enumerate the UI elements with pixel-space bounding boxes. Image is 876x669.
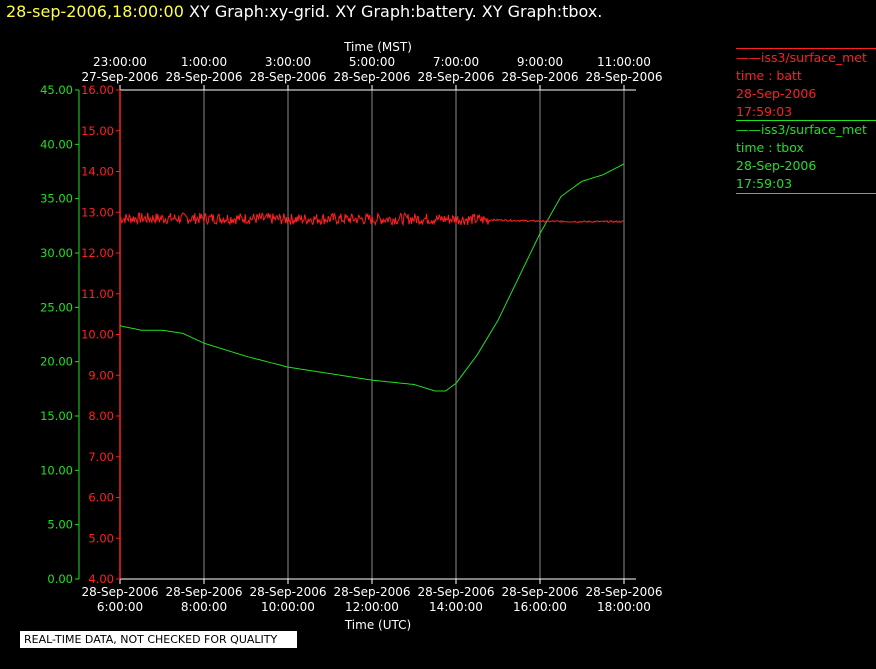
legend-batt-time: 17:59:03 (736, 104, 793, 119)
batt-y-tick-label: 5.00 (88, 531, 114, 545)
bottom-tick-date: 28-Sep-2006 (81, 585, 158, 599)
title-bar: 28-sep-2006,18:00:00 XY Graph:xy-grid. X… (6, 2, 602, 21)
top-tick-date: 28-Sep-2006 (249, 70, 326, 84)
batt-y-tick-label: 10.00 (81, 328, 114, 342)
top-tick-date: 27-Sep-2006 (81, 70, 158, 84)
bottom-tick-date: 28-Sep-2006 (249, 585, 326, 599)
bottom-tick-time: 12:00:00 (345, 600, 399, 614)
batt-y-tick-label: 8.00 (88, 409, 114, 423)
legend-batt-source: ——iss3/surface_met (736, 50, 867, 65)
top-tick-date: 28-Sep-2006 (501, 70, 578, 84)
batt-y-tick-label: 9.00 (88, 368, 114, 382)
disclaimer-badge: REAL-TIME DATA, NOT CHECKED FOR QUALITY (20, 631, 297, 648)
tbox-series-line (119, 163, 625, 392)
bottom-tick-time: 18:00:00 (597, 600, 651, 614)
batt-y-tick-label: 7.00 (88, 450, 114, 464)
batt-y-tick-label: 15.00 (81, 124, 114, 138)
batt-y-tick-label: 6.00 (88, 491, 114, 505)
bottom-tick-time: 14:00:00 (429, 600, 483, 614)
bottom-tick-date: 28-Sep-2006 (333, 585, 410, 599)
tbox-y-tick-label: 10.00 (40, 463, 73, 477)
top-tick-date: 28-Sep-2006 (165, 70, 242, 84)
legend-tbox-source: ——iss3/surface_met (736, 122, 867, 137)
legend-tbox: ——iss3/surface_met time : tbox 28-Sep-20… (736, 120, 876, 194)
batt-y-tick-label: 12.00 (81, 246, 114, 260)
top-axis-title: Time (MST) (343, 40, 412, 54)
bottom-tick-time: 10:00:00 (261, 600, 315, 614)
bottom-tick-date: 28-Sep-2006 (165, 585, 242, 599)
bottom-tick-time: 6:00:00 (97, 600, 143, 614)
top-tick-time: 1:00:00 (181, 55, 227, 69)
axes: 28-Sep-20066:00:0023:00:0027-Sep-200628-… (40, 55, 662, 614)
tbox-y-tick-label: 5.00 (47, 518, 73, 532)
top-tick-date: 28-Sep-2006 (585, 70, 662, 84)
legend-tbox-date: 28-Sep-2006 (736, 158, 817, 173)
top-tick-time: 5:00:00 (349, 55, 395, 69)
legend-batt: ——iss3/surface_met time : batt 28-Sep-20… (736, 48, 876, 121)
top-tick-date: 28-Sep-2006 (417, 70, 494, 84)
top-tick-time: 7:00:00 (433, 55, 479, 69)
batt-y-tick-label: 11.00 (81, 287, 114, 301)
grid-lines (119, 90, 625, 579)
legend-tbox-bottom-rule (736, 193, 876, 194)
bottom-tick-date: 28-Sep-2006 (501, 585, 578, 599)
bottom-axis-title: Time (UTC) (344, 618, 411, 632)
legend-batt-label: time : batt (736, 68, 802, 83)
bottom-tick-time: 8:00:00 (181, 600, 227, 614)
tbox-y-tick-label: 45.00 (40, 83, 73, 97)
batt-y-tick-label: 16.00 (81, 83, 114, 97)
tbox-y-tick-label: 35.00 (40, 192, 73, 206)
top-tick-time: 11:00:00 (597, 55, 651, 69)
tbox-y-tick-label: 40.00 (40, 137, 73, 151)
batt-series-line (119, 211, 625, 227)
tbox-y-tick-label: 20.00 (40, 355, 73, 369)
tbox-y-tick-label: 0.00 (47, 572, 73, 586)
legend-tbox-time: 17:59:03 (736, 176, 793, 191)
series-layer (119, 163, 625, 392)
batt-y-tick-label: 13.00 (81, 205, 114, 219)
legend-batt-rule (736, 48, 876, 49)
tbox-y-tick-label: 15.00 (40, 409, 73, 423)
batt-y-tick-label: 4.00 (88, 572, 114, 586)
title-date: 28-sep-2006,18:00:00 (6, 2, 184, 21)
tbox-y-tick-label: 30.00 (40, 246, 73, 260)
batt-y-tick-label: 14.00 (81, 165, 114, 179)
legend-tbox-rule (736, 120, 876, 121)
legend-tbox-label: time : tbox (736, 140, 804, 155)
bottom-tick-date: 28-Sep-2006 (417, 585, 494, 599)
top-tick-time: 23:00:00 (93, 55, 147, 69)
legend-batt-date: 28-Sep-2006 (736, 86, 817, 101)
top-tick-time: 9:00:00 (517, 55, 563, 69)
top-tick-date: 28-Sep-2006 (333, 70, 410, 84)
title-graphs: XY Graph:xy-grid. XY Graph:battery. XY G… (189, 2, 603, 21)
top-tick-time: 3:00:00 (265, 55, 311, 69)
bottom-tick-time: 16:00:00 (513, 600, 567, 614)
bottom-tick-date: 28-Sep-2006 (585, 585, 662, 599)
tbox-y-tick-label: 25.00 (40, 300, 73, 314)
